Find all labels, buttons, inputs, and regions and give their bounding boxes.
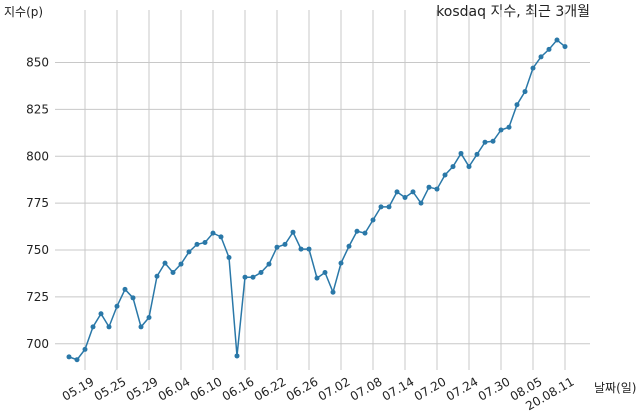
y-tick-label: 825 [26, 102, 49, 116]
data-point [354, 228, 360, 234]
data-point [90, 324, 96, 330]
data-point [482, 139, 488, 145]
data-point [242, 274, 248, 280]
data-point [130, 295, 136, 301]
data-point [162, 260, 168, 266]
data-point [114, 303, 120, 309]
data-point [514, 102, 520, 108]
data-point [226, 255, 232, 260]
data-point [194, 241, 200, 247]
data-point [562, 44, 568, 50]
data-point [474, 151, 480, 157]
data-point [418, 200, 424, 206]
data-point [138, 324, 144, 330]
y-tick-label: 750 [26, 243, 49, 257]
y-tick-label: 700 [26, 337, 49, 351]
data-point [338, 260, 344, 266]
x-tick-label: 06.10 [188, 374, 225, 403]
data-point [346, 243, 352, 249]
x-tick-label: 05.29 [124, 374, 161, 403]
x-tick-label: 06.26 [284, 374, 321, 403]
x-tick-label: 06.22 [252, 374, 289, 403]
data-point [402, 195, 408, 200]
data-point [530, 65, 536, 71]
x-tick-label: 07.30 [476, 374, 513, 403]
data-point [202, 240, 208, 245]
data-point [538, 54, 544, 60]
data-point [210, 230, 216, 236]
data-point [434, 186, 440, 192]
data-point [98, 311, 104, 317]
x-tick-label: 07.02 [316, 374, 353, 403]
data-point [122, 286, 128, 292]
x-tick-label: 05.25 [92, 374, 129, 403]
data-point [186, 249, 192, 255]
data-point [314, 275, 320, 281]
data-point [522, 89, 528, 95]
data-point [170, 270, 176, 275]
data-point [554, 37, 560, 43]
data-point [154, 273, 160, 279]
x-tick-label: 07.08 [348, 374, 385, 403]
data-point [178, 261, 184, 267]
data-point [146, 315, 152, 320]
data-point [506, 124, 512, 130]
data-point [66, 354, 72, 360]
y-axis-label: 지수(p) [4, 5, 43, 19]
data-point [498, 127, 504, 133]
chart-title: kosdaq 지수, 최근 3개월 [436, 4, 590, 20]
data-point [490, 138, 496, 144]
data-point [234, 353, 240, 359]
data-point [410, 189, 416, 195]
data-point [370, 217, 376, 223]
x-tick-label: 07.14 [380, 374, 417, 403]
y-tick-label: 775 [26, 196, 49, 210]
data-point [442, 172, 448, 178]
x-tick-label: 07.20 [412, 374, 449, 403]
data-point [106, 324, 112, 330]
data-point [274, 244, 280, 250]
data-point [218, 234, 224, 240]
data-point [394, 189, 400, 195]
data-point [250, 274, 256, 280]
data-point [330, 289, 336, 295]
data-point [362, 230, 368, 236]
data-point [258, 270, 264, 275]
x-axis-label: 날짜(일) [594, 381, 636, 395]
data-point [426, 184, 432, 190]
data-point [378, 204, 384, 210]
series-line [68, 38, 566, 361]
data-point [266, 261, 272, 267]
y-tick-label: 800 [26, 149, 49, 163]
data-point [458, 150, 464, 156]
x-tick-label: 07.24 [444, 374, 481, 403]
data-point [290, 229, 296, 235]
data-point [82, 346, 88, 352]
data-point [466, 164, 472, 170]
data-point [450, 164, 456, 170]
x-tick-label: 05.19 [60, 374, 97, 403]
data-point [282, 241, 288, 247]
data-point [306, 246, 312, 252]
data-point [546, 46, 552, 52]
x-tick-label: 06.16 [220, 374, 257, 403]
data-point [386, 204, 392, 210]
y-tick-label: 725 [26, 290, 49, 304]
data-point [298, 246, 304, 252]
data-point [322, 270, 328, 275]
y-tick-label: 850 [26, 56, 49, 70]
data-point [74, 357, 80, 363]
x-tick-label: 06.04 [156, 374, 193, 403]
